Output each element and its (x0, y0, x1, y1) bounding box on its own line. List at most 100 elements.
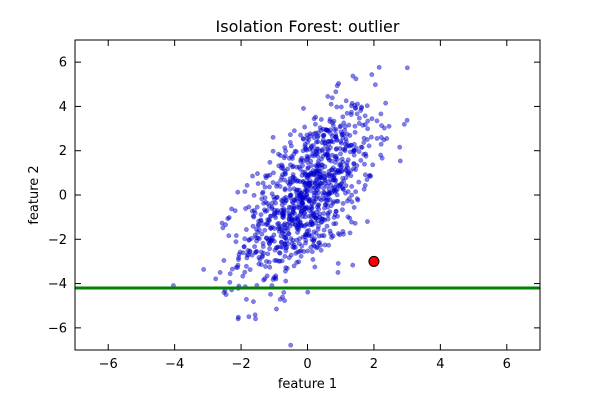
scatter-point (381, 137, 387, 143)
scatter-point (201, 267, 207, 272)
scatter-point (253, 316, 258, 322)
scatter-point (353, 167, 359, 173)
scatter-point (294, 259, 300, 265)
scatter-point (233, 264, 239, 270)
scatter-point (281, 211, 287, 217)
scatter-point (335, 260, 341, 266)
scatter-point (221, 258, 227, 263)
scatter-point (345, 157, 351, 163)
scatter-point (289, 216, 295, 222)
scatter-point (340, 114, 346, 120)
scatter-point (304, 188, 310, 194)
scatter-point (362, 161, 367, 167)
scatter-point (254, 238, 260, 244)
scatter-point (243, 263, 249, 269)
scatter-point (265, 217, 271, 222)
scatter-point (292, 210, 297, 216)
scatter-point (303, 192, 309, 198)
scatter-point (297, 248, 303, 254)
scatter-point (306, 213, 312, 219)
scatter-point (261, 207, 267, 213)
scatter-point (313, 189, 319, 195)
scatter-point (383, 100, 389, 106)
scatter-point (290, 175, 296, 181)
scatter-point (326, 173, 332, 179)
scatter-point (267, 159, 273, 165)
scatter-point (316, 240, 322, 246)
scatter-point (292, 205, 298, 211)
scatter-point (279, 258, 285, 264)
scatter-point (314, 169, 320, 175)
scatter-point (260, 180, 266, 186)
scatter-point (338, 123, 344, 129)
scatter-point (256, 223, 262, 229)
scatter-point (232, 208, 238, 214)
scatter-point (318, 247, 324, 253)
scatter-point (287, 212, 293, 218)
scatter-point (268, 225, 274, 231)
scatter-point (329, 152, 335, 158)
scatter-point (348, 168, 354, 174)
y-tick-label: 2 (59, 144, 67, 159)
scatter-point (326, 168, 332, 174)
scatter-point (244, 182, 250, 188)
scatter-point (333, 156, 339, 162)
scatter-point (331, 118, 337, 124)
scatter-point (404, 117, 410, 123)
ticks-layer: −6 −4 −2 0 2 4 6 −6 −4 −2 0 2 4 6 (48, 40, 540, 372)
chart-title: Isolation Forest: outlier (216, 17, 400, 36)
scatter-point (370, 162, 376, 168)
scatter-point (333, 89, 339, 95)
scatter-point (321, 227, 327, 233)
scatter-point (223, 292, 229, 297)
scatter-point (213, 276, 219, 282)
scatter-point (263, 235, 269, 241)
scatter-point (306, 154, 312, 160)
scatter-point (322, 164, 328, 169)
scatter-point (291, 263, 297, 269)
scatter-point (268, 238, 274, 244)
scatter-point (350, 262, 356, 268)
scatter-point (301, 223, 307, 229)
scatter-point (258, 262, 264, 268)
x-tick-label: 2 (370, 357, 378, 372)
scatter-point (282, 177, 288, 183)
y-tick-label: −2 (48, 233, 67, 248)
scatter-point (282, 298, 288, 304)
scatter-point (242, 236, 248, 242)
scatter-point (291, 245, 297, 251)
scatter-point (277, 296, 283, 302)
scatter-point (338, 164, 344, 170)
scatter-point (366, 143, 372, 149)
x-tick-label: 0 (303, 357, 311, 372)
scatter-point (354, 111, 360, 117)
scatter-point (340, 229, 346, 234)
scatter-point (274, 209, 280, 215)
scatter-point (328, 182, 334, 188)
scatter-point (318, 172, 324, 178)
scatter-point (374, 135, 380, 141)
scatter-point (369, 72, 375, 78)
scatter-point (245, 248, 251, 253)
scatter-point (332, 189, 338, 195)
scatter-point (308, 144, 314, 150)
scatter-point (227, 279, 233, 285)
scatter-point (331, 177, 337, 183)
scatter-point (342, 141, 348, 147)
scatter-point (299, 201, 305, 206)
scatter-point (351, 152, 357, 158)
scatter-point (298, 253, 304, 259)
scatter-point (286, 204, 292, 210)
scatter-point (274, 181, 280, 187)
scatter-point (235, 257, 241, 262)
scatter-point (376, 64, 382, 70)
scatter-point (349, 100, 355, 106)
scatter-point (317, 125, 323, 131)
scatter-point (305, 139, 310, 145)
scatter-point (276, 220, 282, 226)
scatter-point (305, 248, 311, 254)
scatter-point (350, 73, 356, 79)
scatter-point (352, 123, 358, 129)
scatter-point (315, 134, 321, 140)
